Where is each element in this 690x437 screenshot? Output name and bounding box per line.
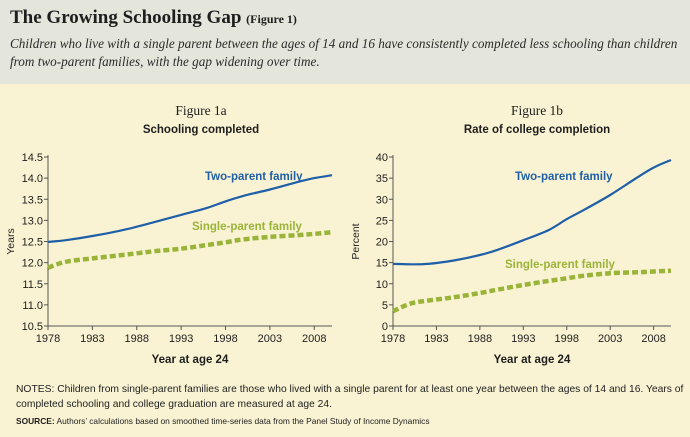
y-tick-label-1a: 11.0 <box>22 300 43 312</box>
x-tick-label-1a: 2003 <box>258 333 282 345</box>
y-tick-label-1a: 14.5 <box>22 152 43 164</box>
x-tick-label-1b: 1993 <box>511 333 535 345</box>
y-tick-label-1a: 13.0 <box>22 215 43 227</box>
source-line: SOURCE: Authors’ calculations based on s… <box>16 416 684 426</box>
x-axis-title-1a: Year at age 24 <box>152 354 229 366</box>
header-band: The Growing Schooling Gap (Figure 1) Chi… <box>0 0 690 84</box>
y-tick-label-1a: 14.0 <box>22 173 43 185</box>
x-tick-label-1a: 1998 <box>213 333 237 345</box>
x-tick-label-1b: 1998 <box>555 333 579 345</box>
figure-1a-label: Figure 1a <box>175 103 227 118</box>
y-tick-label-1a: 10.5 <box>22 321 43 333</box>
x-axis-title-1b: Year at age 24 <box>494 354 571 366</box>
title-figure-ref: (Figure 1) <box>246 12 297 26</box>
series-line-1a-two-parent <box>47 174 333 243</box>
series-label-1b-two-parent: Two-parent family <box>515 171 613 183</box>
page-title: The Growing Schooling Gap (Figure 1) <box>10 7 297 29</box>
y-tick-label-1b: 35 <box>376 173 388 185</box>
y-tick-label-1a: 13.5 <box>22 194 43 206</box>
x-tick-label-1a: 1988 <box>125 333 149 345</box>
source-text: Authors’ calculations based on smoothed … <box>56 416 430 426</box>
series-label-1a-two-parent: Two-parent family <box>205 171 303 183</box>
figure-1b-label: Figure 1b <box>510 103 564 118</box>
notes-text: NOTES: Children from single-parent famil… <box>16 384 684 410</box>
x-tick-label-1a: 2008 <box>302 333 326 345</box>
series-line-1b-two-parent <box>392 158 672 266</box>
x-tick-label-1b: 1978 <box>381 333 405 345</box>
x-tick-label-1b: 2008 <box>641 333 665 345</box>
figure-1b-title: Rate of college completion <box>463 124 611 136</box>
x-tick-label-1a: 1983 <box>80 333 104 345</box>
source-label: SOURCE: <box>16 416 55 426</box>
y-tick-label-1b: 0 <box>382 321 388 333</box>
title-text: The Growing Schooling Gap <box>10 7 242 28</box>
caption-text: Children who live with a single parent b… <box>10 36 678 69</box>
x-tick-label-1a: 1978 <box>36 333 60 345</box>
series-line-1b-single-parent <box>392 268 672 314</box>
series-label-1a-single-parent: Single-parent family <box>192 221 303 233</box>
y-tick-label-1a: 12.5 <box>22 237 43 249</box>
series-label-1b-single-parent: Single-parent family <box>505 259 616 271</box>
y-tick-label-1b: 5 <box>382 300 388 312</box>
y-axis-title-1a: Years <box>5 228 17 254</box>
y-tick-label-1a: 11.5 <box>22 279 43 291</box>
x-tick-label-1a: 1993 <box>169 333 193 345</box>
series-line-1a-single-parent <box>47 229 333 270</box>
y-tick-label-1b: 15 <box>376 258 388 270</box>
y-tick-label-1b: 40 <box>376 152 388 164</box>
y-tick-label-1b: 10 <box>376 279 388 291</box>
y-tick-label-1a: 12.0 <box>22 258 43 270</box>
y-tick-label-1b: 30 <box>376 194 388 206</box>
y-tick-label-1b: 25 <box>376 215 388 227</box>
y-axis-title-1b: Percent <box>350 223 362 259</box>
x-tick-label-1b: 2003 <box>598 333 622 345</box>
x-tick-label-1b: 1983 <box>424 333 448 345</box>
y-tick-label-1b: 20 <box>376 237 388 249</box>
figure-1a-title: Schooling completed <box>142 124 260 136</box>
x-tick-label-1b: 1988 <box>468 333 492 345</box>
